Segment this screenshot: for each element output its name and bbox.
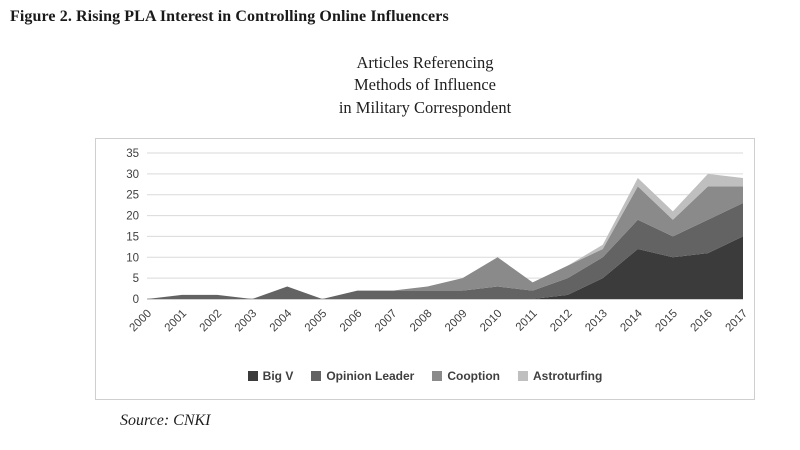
y-axis-label: 10 [126, 252, 139, 264]
y-axis-label: 35 [126, 148, 139, 160]
x-axis-label: 2010 [478, 308, 505, 335]
legend-swatch [432, 371, 443, 381]
source-note: Source: CNKI [120, 412, 211, 429]
legend-item: Cooption [432, 369, 500, 383]
x-axis-label: 2002 [198, 308, 225, 335]
y-axis-label: 25 [126, 190, 139, 202]
x-axis-label: 2016 [688, 308, 715, 335]
x-axis-label: 2009 [443, 308, 470, 335]
y-axis-label: 20 [126, 211, 139, 223]
x-axis-label: 2015 [653, 308, 680, 335]
x-axis-label: 2001 [163, 308, 190, 335]
stacked-area-chart: 0 5 10 15 20 25 30 35 2000 2001 2002 2003 2004 2005 20… [126, 148, 751, 335]
x-axis-label: 2011 [514, 308, 540, 334]
x-axis-label: 2008 [408, 308, 435, 335]
chart-legend: Big V Opinion Leader Cooption Astroturfing [247, 369, 602, 383]
x-axis-label: 2013 [583, 308, 610, 335]
area-band-big-v [147, 236, 743, 299]
area-band-opinion-leader [147, 203, 743, 299]
legend-label: Big V [262, 369, 294, 383]
legend-label: Cooption [447, 369, 500, 383]
x-axis-label: 2014 [618, 307, 645, 334]
legend-swatch [518, 371, 528, 381]
figure-title: Figure 2. Rising PLA Interest in Control… [10, 8, 449, 25]
legend-item: Big V [247, 369, 294, 383]
legend-swatch [311, 371, 322, 381]
chart-title: Articles Referencing Methods of Influenc… [338, 53, 512, 117]
x-axis-label: 2006 [338, 308, 365, 335]
x-axis-label: 2003 [233, 308, 260, 335]
legend-item: Opinion Leader [311, 369, 414, 383]
y-axis-label: 0 [133, 294, 139, 306]
x-axis-label: 2000 [128, 308, 155, 335]
y-axis-label: 5 [133, 273, 139, 285]
legend-label: Astroturfing [533, 369, 603, 383]
y-axis-label: 30 [126, 169, 139, 181]
x-axis-label: 2012 [548, 308, 575, 335]
y-axis-label: 15 [126, 231, 139, 243]
legend-item: Astroturfing [518, 369, 602, 383]
x-axis-label: 2005 [303, 308, 330, 335]
x-axis-label: 2007 [373, 308, 400, 335]
x-axis-label: 2004 [268, 307, 295, 334]
legend-swatch [247, 371, 258, 381]
chart-frame: 0 5 10 15 20 25 30 35 2000 2001 2002 2003 2004 2005 20… [95, 138, 755, 400]
x-axis-label: 2017 [724, 308, 751, 335]
legend-label: Opinion Leader [326, 369, 415, 383]
